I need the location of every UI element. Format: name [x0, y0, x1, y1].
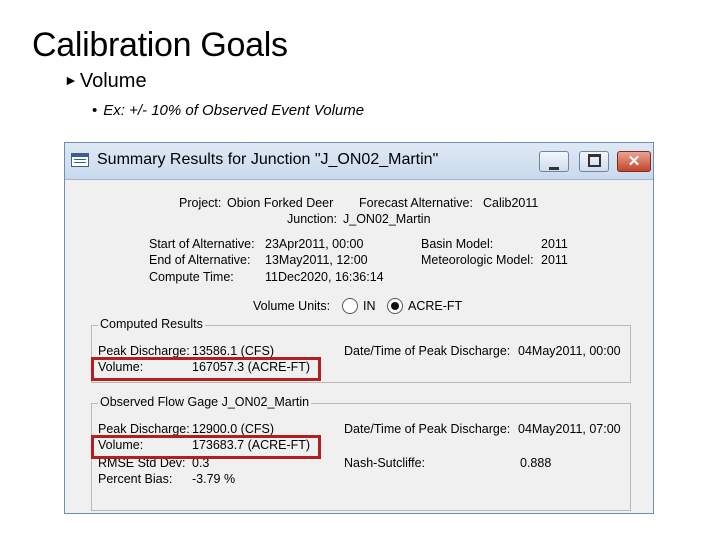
observed-volume-highlight: [91, 435, 321, 459]
computed-peak-time-value: 04May2011, 00:00: [518, 344, 621, 358]
basin-label: Basin Model:: [421, 237, 494, 251]
computed-results-label: Computed Results: [98, 317, 205, 331]
met-value: 2011: [541, 253, 568, 267]
project-label: Project:: [179, 196, 222, 210]
met-label: Meteorologic Model:: [421, 253, 534, 267]
window-title: Summary Results for Junction "J_ON02_Mar…: [97, 151, 439, 168]
bullet-volume-text: Volume: [79, 70, 147, 92]
close-icon: ✕: [627, 153, 641, 170]
maximize-button[interactable]: [579, 151, 609, 172]
observed-volume-label: Volume:: [98, 438, 144, 452]
computed-results-group: Computed Results Peak Discharge: 13586.1…: [91, 317, 631, 383]
basin-value: 2011: [541, 237, 568, 251]
start-label: Start of Alternative:: [149, 237, 255, 251]
slide-title: Calibration Goals: [32, 26, 288, 64]
observed-flow-gage-group: Observed Flow Gage J_ON02_Martin Peak Di…: [91, 395, 631, 511]
dot-bullet-icon: •: [92, 102, 98, 119]
volume-units-label: Volume Units:: [253, 299, 331, 313]
forecast-value: Calib2011: [483, 196, 539, 210]
forecast-label: Forecast Alternative:: [359, 196, 473, 210]
end-value: 13May2011, 12:00: [265, 253, 368, 267]
computed-volume-highlight: [91, 357, 321, 381]
bullet-volume: ► Volume: [64, 70, 147, 93]
window-titlebar[interactable]: Summary Results for Junction "J_ON02_Mar…: [65, 143, 653, 180]
table-icon: [71, 153, 89, 167]
units-acre-ft-radio[interactable]: [387, 298, 403, 314]
observed-flow-gage-label: Observed Flow Gage J_ON02_Martin: [98, 395, 312, 409]
junction-label: Junction:: [287, 212, 338, 226]
bullet-example: • Ex: +/- 10% of Observed Event Volume: [92, 102, 364, 119]
units-in-label[interactable]: IN: [363, 299, 376, 313]
nash-sutcliffe-label: Nash-Sutcliffe:: [344, 456, 426, 470]
computed-peak-value: 13586.1 (CFS): [192, 344, 274, 358]
observed-volume-value: 173683.7 (ACRE-FT): [192, 438, 311, 452]
minimize-icon: [549, 167, 559, 170]
percent-bias-label: Percent Bias:: [98, 472, 173, 486]
bullet-example-text: Ex: +/- 10% of Observed Event Volume: [103, 102, 365, 119]
computed-volume-value: 167057.3 (ACRE-FT): [192, 360, 311, 374]
nash-sutcliffe-value: 0.888: [520, 456, 552, 470]
triangle-bullet-icon: ►: [64, 72, 78, 88]
compute-label: Compute Time:: [149, 270, 234, 284]
maximize-icon: [587, 154, 601, 167]
computed-volume-label: Volume:: [98, 360, 144, 374]
window-content: Project: Obion Forked Deer Forecast Alte…: [71, 181, 647, 513]
minimize-button[interactable]: [539, 151, 569, 172]
percent-bias-value: -3.79 %: [192, 472, 236, 486]
observed-peak-time-label: Date/Time of Peak Discharge:: [344, 422, 511, 436]
start-value: 23Apr2011, 00:00: [265, 237, 364, 251]
computed-peak-label: Peak Discharge:: [98, 344, 190, 358]
observed-peak-value: 12900.0 (CFS): [192, 422, 274, 436]
project-value: Obion Forked Deer: [227, 196, 334, 210]
compute-value: 11Dec2020, 16:36:14: [265, 270, 384, 284]
close-button[interactable]: ✕: [617, 151, 651, 172]
observed-peak-label: Peak Discharge:: [98, 422, 190, 436]
rmse-value: 0.3: [192, 456, 210, 470]
summary-results-window: Summary Results for Junction "J_ON02_Mar…: [64, 142, 654, 514]
units-in-radio[interactable]: [342, 298, 358, 314]
computed-peak-time-label: Date/Time of Peak Discharge:: [344, 344, 511, 358]
observed-peak-time-value: 04May2011, 07:00: [518, 422, 621, 436]
junction-value: J_ON02_Martin: [343, 212, 431, 226]
rmse-label: RMSE Std Dev:: [98, 456, 186, 470]
end-label: End of Alternative:: [149, 253, 251, 267]
units-acre-ft-label[interactable]: ACRE-FT: [408, 299, 463, 313]
